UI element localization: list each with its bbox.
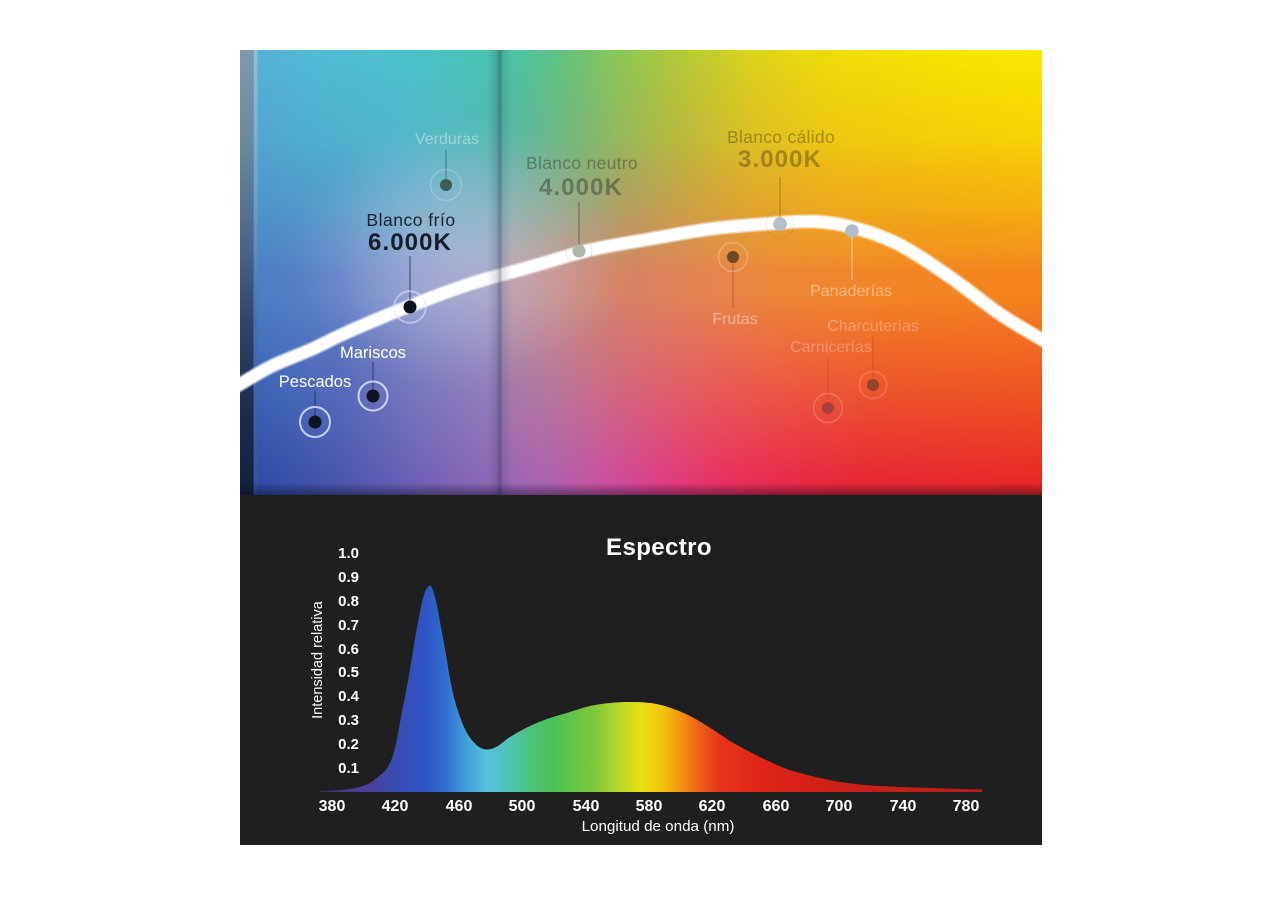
svg-text:0.5: 0.5 [338,664,359,681]
svg-text:4.000K: 4.000K [539,174,623,201]
svg-text:Espectro: Espectro [606,534,712,561]
svg-text:0.8: 0.8 [338,593,359,610]
svg-text:Pescados: Pescados [279,373,351,391]
svg-text:500: 500 [509,798,536,815]
svg-text:660: 660 [763,798,790,815]
svg-text:460: 460 [446,798,473,815]
svg-text:Blanco neutro: Blanco neutro [526,153,638,173]
svg-text:620: 620 [699,798,726,815]
svg-text:Frutas: Frutas [712,311,757,328]
svg-text:380: 380 [319,798,346,815]
svg-text:0.9: 0.9 [338,569,359,586]
svg-text:Panaderías: Panaderías [810,283,892,300]
svg-text:Intensidad relativa: Intensidad relativa [310,600,326,719]
svg-text:Charcuterías: Charcuterías [827,318,919,335]
svg-text:0.4: 0.4 [338,688,360,705]
svg-text:0.3: 0.3 [338,712,359,729]
svg-text:0.6: 0.6 [338,641,359,658]
svg-text:Blanco frío: Blanco frío [366,210,455,230]
svg-text:0.2: 0.2 [338,736,359,753]
svg-text:420: 420 [382,798,409,815]
svg-text:0.1: 0.1 [338,760,359,777]
svg-text:Blanco cálido: Blanco cálido [727,127,835,147]
svg-text:780: 780 [953,798,980,815]
svg-text:6.000K: 6.000K [368,229,452,256]
svg-text:1.0: 1.0 [338,545,359,562]
svg-text:Carnicerías: Carnicerías [790,339,872,356]
svg-text:0.7: 0.7 [338,617,359,634]
svg-text:Mariscos: Mariscos [340,344,406,362]
svg-text:3.000K: 3.000K [738,146,822,173]
svg-text:580: 580 [636,798,663,815]
svg-text:Longitud de onda (nm): Longitud de onda (nm) [582,818,735,835]
svg-text:Verduras: Verduras [415,131,479,148]
svg-text:700: 700 [826,798,853,815]
svg-text:740: 740 [890,798,917,815]
svg-text:540: 540 [573,798,600,815]
